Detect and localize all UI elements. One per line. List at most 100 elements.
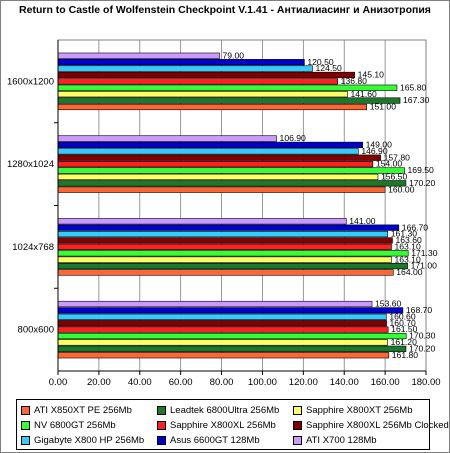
x-tick-label: 20.00: [87, 377, 111, 388]
legend-swatch: [157, 420, 166, 430]
bar: [57, 52, 220, 59]
data-label: 161.80: [392, 350, 419, 360]
legend-item: Sapphire X800XT 256Mb: [293, 403, 413, 417]
data-label: 106.90: [280, 133, 307, 143]
data-label: 170.20: [409, 178, 436, 188]
legend-label: ATI X850XT PE 256Mb: [34, 404, 132, 416]
bar: [57, 154, 381, 161]
bar: [57, 243, 392, 250]
bar: [57, 230, 389, 238]
bar: [57, 65, 313, 72]
category-label: 1024x768: [12, 242, 54, 253]
bar: [57, 186, 386, 193]
legend-swatch: [157, 435, 166, 445]
bar: [57, 300, 373, 308]
chart-title: Return to Castle of Wolfenstein Checkpoi…: [19, 4, 431, 16]
bar: [57, 250, 409, 257]
data-label: 79.00: [223, 50, 245, 60]
data-label: 170.20: [409, 343, 436, 353]
data-label: 141.60: [350, 89, 377, 99]
legend-item: ATI X700 128Mb: [293, 433, 377, 447]
data-label: 120.50: [307, 57, 334, 67]
legend-swatch: [157, 405, 166, 415]
data-label: 146.90: [361, 146, 388, 156]
legend-swatch: [293, 420, 302, 430]
legend-item: ATI X850XT PE 256Mb: [21, 403, 132, 417]
bar: [57, 307, 404, 314]
data-label: 154.00: [376, 159, 403, 169]
data-label: 165.80: [400, 82, 427, 92]
bar: [57, 262, 408, 270]
data-label: 157.80: [384, 152, 411, 162]
bar: [57, 224, 400, 231]
legend-item: NV 6800GT 256Mb: [21, 418, 116, 432]
data-label: 156.50: [381, 172, 408, 182]
data-label: 171.30: [411, 248, 438, 258]
legend-item: Asus 6600GT 128Mb: [157, 433, 260, 447]
bar: [57, 339, 388, 346]
data-label: 136.80: [341, 76, 368, 86]
data-label: 160.00: [388, 184, 415, 194]
data-label: 149.00: [366, 140, 393, 150]
legend-swatch: [293, 405, 302, 415]
chart-legend: ATI X850XT PE 256Mb Leadtek 6800Ultra 256…: [16, 399, 449, 450]
bar: [57, 78, 338, 85]
legend-label: Sapphire X800XL 256Mb Clocked: [306, 419, 449, 431]
legend-swatch: [21, 405, 30, 415]
bar: [57, 135, 277, 142]
data-label: 163.10: [394, 241, 421, 251]
bar: [57, 167, 405, 174]
x-tick-label: 140.00: [330, 377, 359, 388]
x-tick-label: 180.00: [411, 377, 440, 388]
bar: [57, 180, 407, 187]
x-tick-label: 0.00: [49, 377, 68, 388]
bar: [57, 269, 394, 276]
x-tick-label: 160.00: [371, 377, 400, 388]
legend-swatch: [293, 435, 302, 445]
legend-label: ATI X700 128Mb: [306, 434, 377, 446]
bar: [57, 332, 407, 340]
legend-item: Leadtek 6800Ultra 256Mb: [157, 403, 279, 417]
data-label: 168.70: [406, 305, 433, 315]
data-label: 141.00: [349, 216, 376, 226]
data-label: 166.70: [402, 222, 429, 232]
legend-label: Sapphire X800XL 256Mb: [170, 419, 276, 431]
data-label: 161.20: [391, 337, 418, 347]
legend-label: Asus 6600GT 128Mb: [170, 434, 260, 446]
bar: [57, 313, 387, 320]
bar: [57, 352, 390, 359]
x-tick-label: 60.00: [169, 377, 193, 388]
legend-swatch: [21, 435, 30, 445]
data-label: 160.70: [390, 318, 417, 328]
x-tick-label: 80.00: [210, 377, 234, 388]
data-label: 160.60: [389, 311, 416, 321]
x-tick-label: 120.00: [289, 377, 318, 388]
data-label: 169.50: [408, 165, 435, 175]
x-tick-label: 100.00: [248, 377, 277, 388]
data-label: 153.60: [375, 299, 402, 309]
bar: [57, 161, 374, 168]
bar: [57, 173, 379, 181]
data-label: 170.30: [409, 331, 436, 341]
bar: [57, 148, 359, 155]
data-label: 161.50: [391, 324, 418, 334]
data-label: 163.60: [395, 235, 422, 245]
bar: [57, 71, 355, 79]
legend-label: Sapphire X800XT 256Mb: [306, 404, 413, 416]
bar: [57, 345, 407, 352]
legend-label: Leadtek 6800Ultra 256Mb: [170, 404, 280, 416]
bar: [57, 326, 389, 333]
bar: [57, 237, 393, 244]
category-label: 1280x1024: [7, 159, 54, 170]
bar: [57, 218, 347, 225]
legend-item: Sapphire X800XL 256Mb: [157, 418, 276, 432]
bar: [57, 141, 363, 149]
legend-item: Sapphire X800XL 256Mb Clocked: [293, 418, 449, 432]
bar: [57, 91, 348, 98]
data-label: 124.50: [316, 63, 343, 73]
legend-label: Gigabyte X800 HP 256Mb: [34, 434, 145, 446]
data-label: 151.00: [370, 102, 397, 112]
bar: [57, 59, 305, 66]
legend-swatch: [21, 420, 30, 430]
data-label: 171.00: [411, 261, 438, 271]
